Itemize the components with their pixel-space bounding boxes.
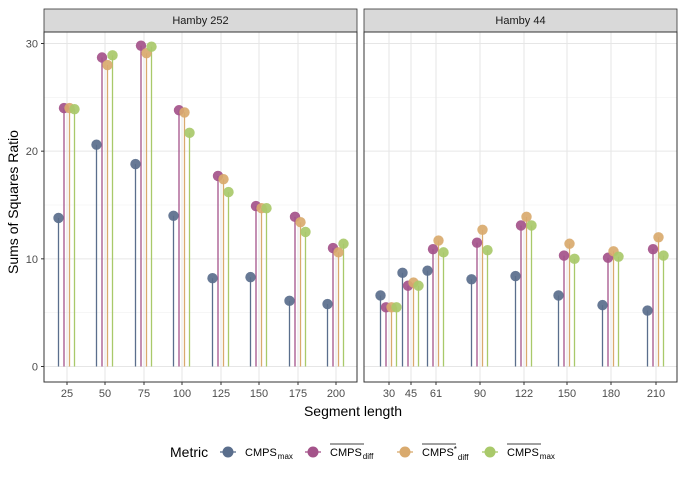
legend-key-point	[222, 446, 234, 458]
x-tick-label: 122	[515, 388, 533, 400]
x-tick-label: 90	[474, 388, 486, 400]
x-tick-label: 125	[212, 388, 230, 400]
legend: Metric CMPSmax CMPSdiff CMPS*diff CMPSmax	[170, 443, 555, 462]
data-point	[471, 237, 483, 248]
data-point	[482, 245, 493, 256]
x-tick-label: 210	[647, 388, 665, 400]
data-point	[184, 127, 195, 139]
y-axis: 0 10 20 30	[26, 39, 44, 374]
data-point	[510, 270, 521, 282]
panel-background	[44, 32, 357, 382]
data-point	[295, 217, 306, 228]
data-point	[647, 243, 659, 255]
data-point	[521, 211, 532, 223]
x-tick-label: 175	[289, 388, 307, 400]
data-point	[375, 290, 386, 301]
data-point	[553, 290, 564, 301]
data-point	[564, 238, 575, 249]
data-point	[338, 238, 349, 249]
panel-border	[363, 31, 678, 383]
data-point	[397, 267, 408, 279]
x-tick-label: 50	[99, 388, 111, 400]
data-point	[146, 41, 157, 52]
y-tick-label: 0	[32, 362, 38, 374]
legend-item-1: CMPSmax	[220, 446, 293, 461]
data-point	[245, 271, 256, 283]
data-point	[261, 203, 272, 214]
x-tick-label: 25	[61, 388, 73, 400]
x-tick-label: 45	[405, 388, 417, 400]
data-point	[96, 52, 108, 63]
y-tick-label: 10	[26, 254, 38, 266]
x-tick-label: 200	[327, 388, 345, 400]
x-tick-label: 100	[173, 388, 191, 400]
data-point	[130, 158, 141, 170]
data-point	[179, 107, 190, 118]
data-point	[438, 247, 449, 258]
data-point	[653, 232, 664, 243]
panel-1: Hamby 252 25 50 75 100 125 150 175 200	[43, 8, 358, 400]
x-tick-label: 150	[250, 388, 268, 400]
data-point	[413, 280, 424, 291]
data-point	[168, 210, 179, 221]
legend-label: CMPSmax	[245, 447, 293, 461]
data-point	[223, 186, 234, 198]
data-point	[135, 40, 147, 51]
data-point	[558, 250, 570, 261]
data-point	[642, 305, 653, 316]
y-axis-title: Sums of Squares Ratio	[5, 130, 21, 274]
data-point	[91, 139, 102, 150]
legend-title: Metric	[170, 444, 208, 460]
data-point	[526, 220, 537, 231]
data-point	[284, 295, 295, 307]
x-tick-label: 150	[558, 388, 576, 400]
data-point	[569, 253, 580, 265]
legend-item-3: CMPS*diff	[397, 443, 469, 462]
data-point	[515, 220, 527, 231]
legend-label: CMPSdiff	[330, 447, 374, 461]
legend-label: CMPS*diff	[422, 445, 469, 462]
legend-key-point	[484, 446, 496, 458]
legend-key-point	[399, 446, 411, 458]
data-point	[477, 224, 488, 235]
legend-item-4: CMPSmax	[482, 443, 555, 461]
data-point	[53, 212, 64, 224]
data-point	[333, 247, 344, 258]
data-point	[422, 265, 433, 276]
data-point	[466, 274, 477, 285]
data-point	[613, 251, 624, 262]
x-tick-label: 61	[430, 388, 442, 400]
legend-item-2: CMPSdiff	[305, 443, 374, 461]
data-point	[107, 50, 118, 61]
data-point	[433, 235, 444, 246]
data-point	[69, 103, 80, 115]
x-tick-label: 30	[383, 388, 395, 400]
data-point	[597, 299, 608, 311]
panel-title: Hamby 252	[172, 15, 228, 27]
chart-panels: Hamby 252 25 50 75 100 125 150 175 200 Hamby 44 30…	[43, 8, 678, 400]
data-point	[658, 250, 669, 261]
x-axis-title: Segment length	[304, 403, 402, 419]
data-point	[207, 273, 218, 284]
y-tick-label: 20	[26, 146, 38, 158]
y-tick-label: 30	[26, 39, 38, 51]
legend-key-point	[307, 446, 319, 458]
data-point	[300, 226, 311, 238]
data-point	[218, 173, 229, 185]
data-point	[102, 59, 113, 71]
x-tick-label: 75	[138, 388, 150, 400]
data-point	[322, 298, 333, 310]
data-point	[427, 243, 439, 255]
panel-2: Hamby 44 30 45 61 90 122 150 180 210	[363, 8, 678, 400]
panel-title: Hamby 44	[495, 15, 545, 27]
panel-border	[43, 31, 358, 383]
x-tick-label: 180	[602, 388, 620, 400]
legend-label: CMPSmax	[507, 447, 555, 461]
data-point	[391, 302, 402, 313]
